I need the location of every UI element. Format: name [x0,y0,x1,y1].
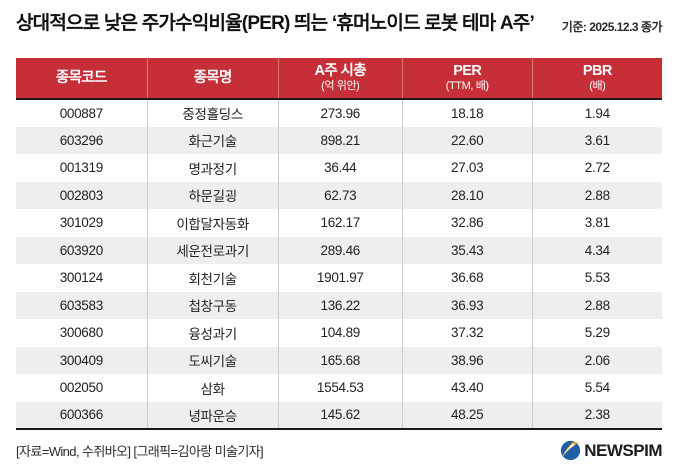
column-label: PBR [582,63,612,80]
newspim-logo-icon [561,440,581,461]
cell-name: 도씨기술 [146,346,279,374]
cell-pbr: 1.94 [531,99,662,127]
table-header: 종목코드 종목명 A주 시총 (억 위안) [16,58,662,99]
column-label: A주 시총 [314,63,367,80]
cell-marketcap: 1901.97 [277,264,403,292]
table-row: 001319 명과정기 36.44 27.03 2.72 [16,154,662,182]
cell-code: 603583 [59,297,104,313]
cell-code: 603920 [59,242,104,258]
cell-marketcap: 165.68 [277,346,403,374]
cell-pbr: 2.88 [531,291,662,319]
table-body: 000887 중정홀딩스 273.96 18.18 1.94 603296 화근기술 898.… [16,99,662,429]
cell-name: 삼화 [146,374,279,402]
cell-marketcap: 36.44 [277,154,403,182]
cell-per: 48.25 [401,401,533,429]
cell-marketcap: 136.22 [277,291,403,319]
table-row: 300409 도씨기술 165.68 38.96 2.06 [16,346,662,374]
cell-marketcap: 273.96 [277,99,403,127]
cell-marketcap: 289.46 [277,236,403,264]
cell-per: 36.93 [401,291,533,319]
cell-marketcap: 62.73 [277,181,403,209]
cell-code: 603296 [59,132,104,148]
cell-pbr: 5.29 [531,319,662,347]
cell-name: 융성과기 [146,319,279,347]
table-row: 603296 화근기술 898.21 22.60 3.61 [16,126,662,154]
cell-marketcap: 898.21 [277,126,403,154]
cell-per: 37.32 [401,319,533,347]
credit-text: [자료=Wind, 수쥐바오] [그래픽=김아랑 미술기자] [16,444,264,459]
cell-code: 002050 [59,380,104,396]
cell-name: 하문길굉 [146,181,279,209]
column-sublabel: (TTM, 배) [445,79,489,92]
cell-marketcap: 1554.53 [277,374,403,402]
column-label: PER [453,63,482,80]
cell-pbr: 3.81 [531,209,662,237]
cell-per: 43.40 [401,374,533,402]
cell-code: 301029 [59,215,104,231]
column-header-per: PER (TTM, 배) [401,58,533,99]
cell-code: 600366 [59,407,104,423]
cell-pbr: 2.72 [531,154,662,182]
column-sublabel: (배) [589,79,606,92]
column-header-pbr: PBR (배) [531,58,662,99]
column-header-code: 종목코드 [16,58,148,99]
cell-code: 000887 [59,105,104,121]
table-row: 000887 중정홀딩스 273.96 18.18 1.94 [16,99,662,127]
as-of-note: 기준: 2025.12.3 종가 [561,19,663,34]
cell-pbr: 2.06 [531,346,662,374]
cell-per: 38.96 [401,346,533,374]
column-label: 종목코드 [55,69,108,86]
cell-per: 18.18 [401,99,533,127]
cell-marketcap: 145.62 [277,401,403,429]
cell-marketcap: 162.17 [277,209,403,237]
table-row: 002050 삼화 1554.53 43.40 5.54 [16,374,662,402]
page-title: 상대적으로 낮은 주가수익비율(PER) 띄는 ‘휴머노이드 로봇 테마 A주’ [16,13,535,34]
newspim-logo: NEWSPIM [560,440,662,461]
table-row: 301029 이합달자동화 162.17 32.86 3.81 [16,209,662,237]
cell-name: 화근기술 [146,126,279,154]
cell-per: 27.03 [401,154,533,182]
column-sublabel: (억 위안) [321,79,360,92]
footer: [자료=Wind, 수쥐바오] [그래픽=김아랑 미술기자] NEWSPIM [16,440,662,461]
cell-code: 300124 [59,270,104,286]
table-row: 300680 융성과기 104.89 37.32 5.29 [16,319,662,347]
column-label: 종목명 [193,69,233,86]
cell-name: 세운전로과기 [146,236,279,264]
stock-table: 종목코드 종목명 A주 시총 (억 위안) [16,58,662,430]
title-row: 상대적으로 낮은 주가수익비율(PER) 띄는 ‘휴머노이드 로봇 테마 A주’… [16,13,663,36]
cell-code: 002803 [59,187,104,203]
cell-pbr: 4.34 [531,236,662,264]
table-row: 300124 회천기술 1901.97 36.68 5.53 [16,264,662,292]
cell-marketcap: 104.89 [277,319,403,347]
cell-code: 300680 [59,325,104,341]
cell-pbr: 5.54 [531,374,662,402]
column-header-marketcap: A주 시총 (억 위안) [277,58,403,99]
cell-name: 녕파운승 [146,401,279,429]
cell-code: 001319 [59,160,104,176]
cell-pbr: 5.53 [531,264,662,292]
table-row: 002803 하문길굉 62.73 28.10 2.88 [16,181,662,209]
cell-pbr: 3.61 [531,126,662,154]
cell-name: 이합달자동화 [146,209,279,237]
cell-per: 22.60 [401,126,533,154]
cell-per: 35.43 [401,236,533,264]
table-row: 600366 녕파운승 145.62 48.25 2.38 [16,401,662,429]
cell-per: 32.86 [401,209,533,237]
cell-name: 회천기술 [146,264,279,292]
cell-name: 중정홀딩스 [146,99,279,127]
column-header-name: 종목명 [146,58,279,99]
cell-name: 명과정기 [146,154,279,182]
cell-pbr: 2.88 [531,181,662,209]
cell-per: 28.10 [401,181,533,209]
table-row: 603583 첩창구동 136.22 36.93 2.88 [16,291,662,319]
newspim-logo-text: NEWSPIM [584,440,662,460]
cell-per: 36.68 [401,264,533,292]
cell-code: 300409 [59,352,104,368]
table-row: 603920 세운전로과기 289.46 35.43 4.34 [16,236,662,264]
cell-name: 첩창구동 [146,291,279,319]
cell-pbr: 2.38 [531,401,662,429]
